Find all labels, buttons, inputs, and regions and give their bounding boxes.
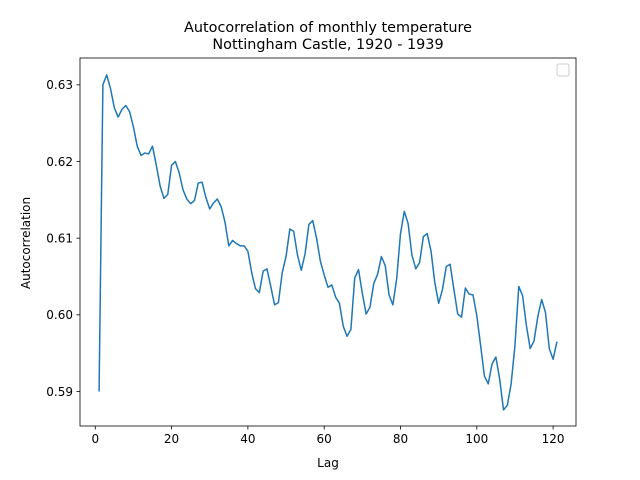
axes-frame (79, 57, 577, 427)
x-tick-label: 80 (393, 432, 408, 446)
legend-box (556, 63, 570, 77)
x-tick-label: 20 (164, 432, 179, 446)
x-tick-label: 60 (317, 432, 332, 446)
plot-area (79, 57, 577, 427)
legend (556, 63, 570, 77)
x-tick-label: 40 (240, 432, 255, 446)
y-axis-label: Autocorrelation (19, 197, 33, 289)
y-tick-label: 0.62 (46, 155, 73, 169)
y-axis-ticks: 0.59 0.60 0.61 0.62 0.63 (46, 78, 80, 399)
x-axis-label: Lag (317, 456, 339, 470)
x-tick-label: 0 (91, 432, 99, 446)
series-line-0 (98, 74, 558, 411)
x-axis-ticks: 0 20 40 60 80 100 120 (91, 426, 565, 446)
chart-subtitle: Nottingham Castle, 1920 - 1939 (212, 37, 443, 53)
x-tick-label: 100 (465, 432, 488, 446)
chart-title: Autocorrelation of monthly temperature (184, 20, 472, 36)
x-tick-label: 120 (542, 432, 565, 446)
y-tick-label: 0.61 (46, 231, 73, 245)
y-tick-label: 0.60 (46, 308, 73, 322)
y-tick-label: 0.59 (46, 385, 73, 399)
y-tick-label: 0.63 (46, 78, 73, 92)
